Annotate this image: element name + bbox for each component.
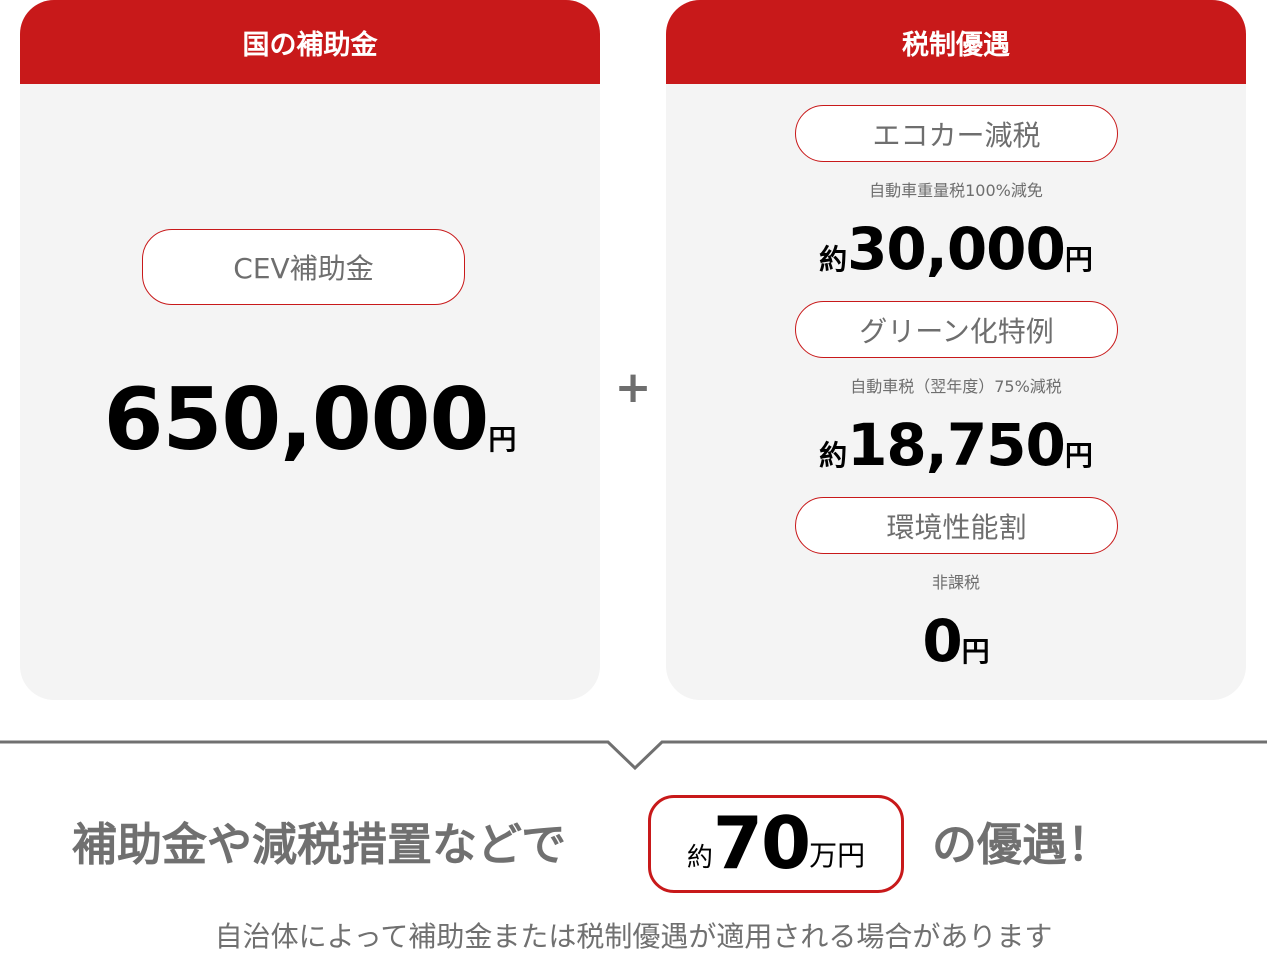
- amount-unit: 円: [961, 635, 990, 668]
- amount-unit: 円: [1064, 243, 1093, 276]
- amount-unit: 円: [488, 423, 517, 456]
- summary-lead: 補助金や減税措置などで: [72, 818, 567, 871]
- green-special-pill: グリーン化特例: [795, 301, 1118, 358]
- summary-total-box: 約 70 万円: [648, 795, 904, 893]
- total-prefix: 約: [686, 843, 713, 873]
- plus-sign: +: [614, 362, 652, 413]
- amount-value: 18,750: [847, 411, 1066, 479]
- summary-tail: の優遇！: [932, 818, 1113, 871]
- environment-tax-pill: 環境性能割: [795, 497, 1118, 554]
- eco-car-tax-pill: エコカー減税: [795, 105, 1118, 162]
- subsidy-amount: 650,000円: [20, 370, 600, 470]
- green-special-note: 自動車税（翌年度）75%減税: [850, 377, 1062, 396]
- footnote: 自治体によって補助金または税制優遇が適用される場合があります: [214, 920, 1053, 953]
- amount-unit: 円: [1064, 439, 1093, 472]
- eco-car-tax-amount: 約30,000円: [666, 215, 1246, 283]
- amount-value: 0: [922, 607, 962, 675]
- total-unit: 万円: [809, 839, 866, 872]
- environment-tax-amount: 0円: [666, 607, 1246, 675]
- amount-prefix: 約: [819, 439, 848, 472]
- green-special-amount: 約18,750円: [666, 411, 1246, 479]
- amount-prefix: 約: [819, 243, 848, 276]
- eco-car-tax-note: 自動車重量税100%減免: [869, 181, 1043, 200]
- total-value: 70: [712, 800, 811, 885]
- divider-with-arrow: [0, 740, 1267, 771]
- environment-tax-note: 非課税: [931, 573, 980, 592]
- cev-subsidy-pill: CEV補助金: [142, 229, 465, 305]
- tax-header: 税制優遇: [666, 0, 1246, 84]
- tax-card: 税制優遇 エコカー減税 自動車重量税100%減免 約30,000円 グリーン化特…: [666, 0, 1246, 700]
- subsidy-header: 国の補助金: [20, 0, 600, 84]
- subsidy-card: 国の補助金 CEV補助金 650,000円: [20, 0, 600, 700]
- amount-value: 650,000: [103, 370, 490, 470]
- amount-value: 30,000: [847, 215, 1066, 283]
